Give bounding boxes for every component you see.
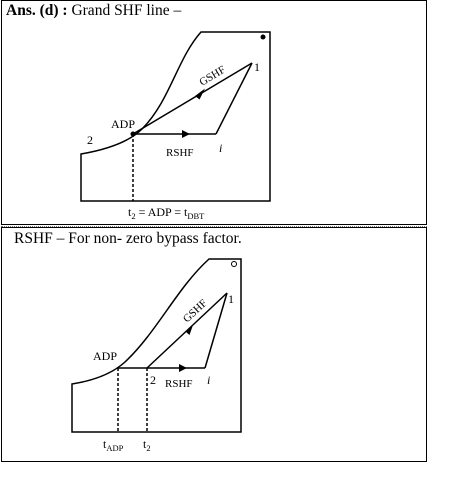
answer-heading-text: Grand SHF line – (71, 2, 182, 19)
t2-label: t2 (143, 437, 151, 453)
psychrometric-chart-outline (80, 31, 271, 202)
rshf-label: RSHF (165, 378, 193, 390)
coil-line-1-to-i (204, 292, 228, 369)
point-2-label: 2 (87, 133, 93, 147)
chart-corner-circle (231, 261, 237, 267)
rshf-arrowhead (179, 364, 187, 372)
point-2-label: 2 (150, 373, 156, 387)
point-1-label: 1 (254, 60, 260, 74)
grand-shf-diagram: 2 ADP GSHF 1 RSHF i t2 = ADP = tDBT (80, 31, 271, 221)
rshf-bypass-diagram: ADP GSHF 1 2 RSHF i tADP t2 (71, 258, 242, 453)
gshf-arrowhead (195, 88, 205, 100)
explanation-panel: RSHF – For non- zero bypass factor. ADP … (1, 227, 427, 462)
answer-label: Ans. (d) : (6, 2, 68, 19)
rshf-arrowhead (182, 130, 190, 138)
formula-t: t (128, 205, 132, 219)
gshf-line (132, 62, 253, 135)
gshf-line (146, 292, 228, 369)
gshf-label: GSHF (181, 297, 210, 325)
rshf-label: RSHF (166, 147, 194, 159)
answer-heading: Ans. (d) : Grand SHF line – (6, 2, 181, 20)
t-adp-label: tADP (103, 437, 124, 453)
adp-label: ADP (111, 117, 135, 131)
gshf-arrowhead (186, 325, 193, 335)
psychrometric-chart-outline (71, 258, 242, 433)
formula-middle: = ADP = t (136, 205, 188, 219)
t-adp-t: t (103, 437, 107, 451)
formula-sub-2: 2 (131, 211, 135, 221)
adp-label: ADP (93, 349, 117, 363)
coil-line-1-to-i (215, 62, 253, 135)
gshf-label: GSHF (197, 64, 227, 89)
formula-sub-dbt: DBT (187, 211, 205, 221)
point-i-label: i (219, 141, 222, 155)
temperature-equation: t2 = ADP = tDBT (128, 205, 205, 221)
t2-t: t (143, 437, 147, 451)
point-1-label: 1 (228, 292, 234, 306)
t-adp-sub: ADP (106, 443, 123, 453)
t2-sub: 2 (146, 443, 150, 453)
answer-panel: Ans. (d) : Grand SHF line – 2 ADP GSHF 1… (1, 0, 427, 225)
rshf-heading: RSHF – For non- zero bypass factor. (14, 230, 242, 247)
point-i-label: i (207, 373, 210, 387)
chart-corner-dot (260, 34, 266, 40)
